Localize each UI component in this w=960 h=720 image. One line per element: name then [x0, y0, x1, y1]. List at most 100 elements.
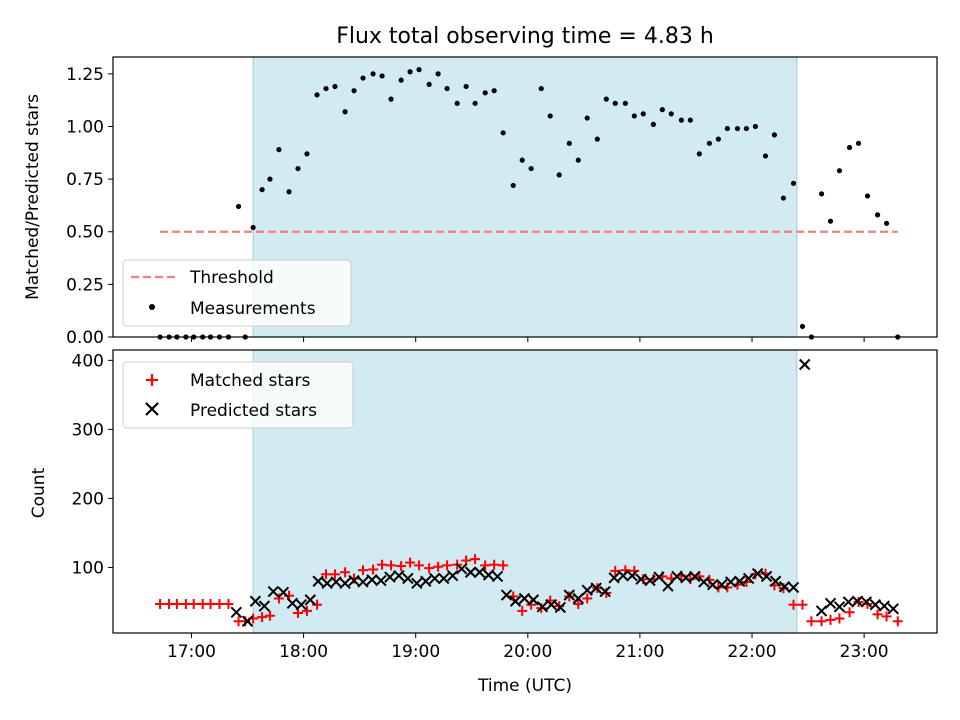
- chart-title: Flux total observing time = 4.83 h: [336, 24, 714, 49]
- bottom-y-tick-label: 200: [72, 489, 104, 509]
- measurement-point: [864, 193, 871, 199]
- predicted-star-point: [581, 584, 593, 596]
- measurement-point: [650, 121, 656, 127]
- matched-star-point: [368, 564, 379, 575]
- predicted-star-stroke-b: [438, 572, 450, 585]
- predicted-star-stroke-b: [653, 571, 665, 583]
- predicted-star-stroke-b: [500, 589, 513, 601]
- measurement-point: [454, 100, 460, 106]
- predicted-star-point: [733, 575, 746, 587]
- predicted-star-point: [608, 572, 620, 584]
- predicted-star-point: [689, 570, 701, 583]
- predicted-star-stroke-b: [799, 358, 811, 371]
- predicted-star-point: [258, 600, 271, 612]
- matched-star-point: [582, 593, 593, 604]
- matched-star-point: [825, 614, 836, 625]
- predicted-star-point: [446, 570, 459, 582]
- legend-matched-label: Matched stars: [190, 371, 310, 391]
- predicted-star-stroke-b: [887, 603, 899, 615]
- predicted-star-stroke-b: [258, 600, 271, 612]
- predicted-star-stroke-b: [249, 595, 262, 607]
- measurement-point: [426, 81, 432, 87]
- measurement-point: [584, 115, 590, 121]
- measurement-point: [566, 140, 572, 146]
- predicted-star-point: [554, 601, 567, 614]
- x-axis-label: Time (UTC): [477, 676, 572, 696]
- predicted-star-point: [429, 572, 441, 585]
- predicted-star-point: [799, 358, 811, 371]
- predicted-star-point: [375, 574, 387, 587]
- predicted-star-stroke-b: [420, 575, 432, 587]
- measurement-point: [500, 130, 506, 136]
- measurement-point: [332, 83, 338, 90]
- measurement-point: [235, 203, 242, 210]
- predicted-star-stroke-b: [330, 576, 342, 588]
- predicted-star-stroke-b: [304, 594, 317, 606]
- predicted-star-point: [590, 582, 602, 594]
- predicted-star-point: [742, 572, 755, 585]
- predicted-star-stroke-b: [572, 592, 584, 605]
- predicted-star-stroke-b: [455, 563, 468, 575]
- measurement-point: [416, 67, 422, 73]
- measurement-point: [491, 88, 497, 94]
- predicted-star-stroke-b: [833, 601, 846, 613]
- predicted-star-stroke-b: [778, 581, 791, 593]
- predicted-star-point: [751, 567, 764, 580]
- bottom-y-tick-label: 300: [72, 420, 104, 440]
- predicted-star-point: [617, 570, 629, 582]
- predicted-star-point: [295, 598, 308, 611]
- predicted-star-point: [563, 589, 575, 601]
- measurement-point: [547, 113, 553, 119]
- predicted-star-stroke-b: [635, 573, 647, 585]
- legend-measurements-swatch: [149, 304, 155, 310]
- predicted-star-point: [887, 603, 899, 615]
- measurement-point: [724, 125, 730, 132]
- measurement-point: [874, 212, 881, 218]
- predicted-star-point: [249, 595, 262, 607]
- bottom-legend: Matched stars Predicted stars: [122, 361, 354, 429]
- predicted-star-stroke-b: [787, 581, 800, 594]
- predicted-star-point: [653, 571, 665, 583]
- predicted-star-point: [787, 581, 800, 594]
- predicted-star-stroke-b: [851, 595, 864, 607]
- measurement-point: [259, 187, 265, 193]
- matched-star-point: [329, 569, 340, 580]
- predicted-star-point: [384, 571, 396, 583]
- predicted-star-stroke-b: [662, 580, 674, 592]
- predicted-star-point: [438, 572, 450, 585]
- measurement-point: [528, 165, 534, 172]
- legend-threshold-label: Threshold: [189, 268, 274, 288]
- predicted-star-stroke-b: [518, 592, 531, 605]
- measurement-point: [594, 136, 600, 142]
- x-tick-label: 20:00: [503, 642, 552, 662]
- matched-star-point: [214, 599, 225, 610]
- predicted-star-stroke-b: [698, 576, 710, 588]
- matched-star-point: [301, 605, 312, 616]
- measurement-point: [883, 220, 890, 226]
- predicted-star-point: [312, 575, 324, 587]
- predicted-star-stroke-b: [878, 600, 891, 612]
- predicted-star-stroke-b: [357, 576, 369, 588]
- measurement-point: [715, 136, 721, 142]
- measurement-point: [444, 85, 450, 92]
- matched-star-point: [881, 611, 892, 622]
- matched-star-point: [205, 599, 216, 610]
- predicted-star-stroke-b: [707, 578, 719, 591]
- predicted-star-point: [348, 574, 360, 587]
- legend-predicted-label: Predicted stars: [190, 401, 317, 421]
- matched-star-point: [489, 559, 500, 570]
- legend-matched-swatch: [146, 374, 158, 386]
- predicted-star-stroke-b: [321, 577, 333, 590]
- measurement-point: [771, 132, 778, 138]
- predicted-star-stroke-b: [375, 574, 387, 587]
- predicted-star-stroke-b: [563, 589, 575, 601]
- matched-star-point: [377, 559, 388, 570]
- predicted-star-point: [716, 578, 728, 591]
- predicted-star-point: [662, 580, 674, 592]
- measurement-point: [659, 107, 665, 113]
- matched-star-point: [498, 560, 509, 571]
- measurement-point: [286, 189, 292, 195]
- top-y-tick-label: 1.00: [66, 117, 104, 137]
- predicted-star-stroke-b: [464, 566, 477, 578]
- measurement-point: [351, 88, 357, 94]
